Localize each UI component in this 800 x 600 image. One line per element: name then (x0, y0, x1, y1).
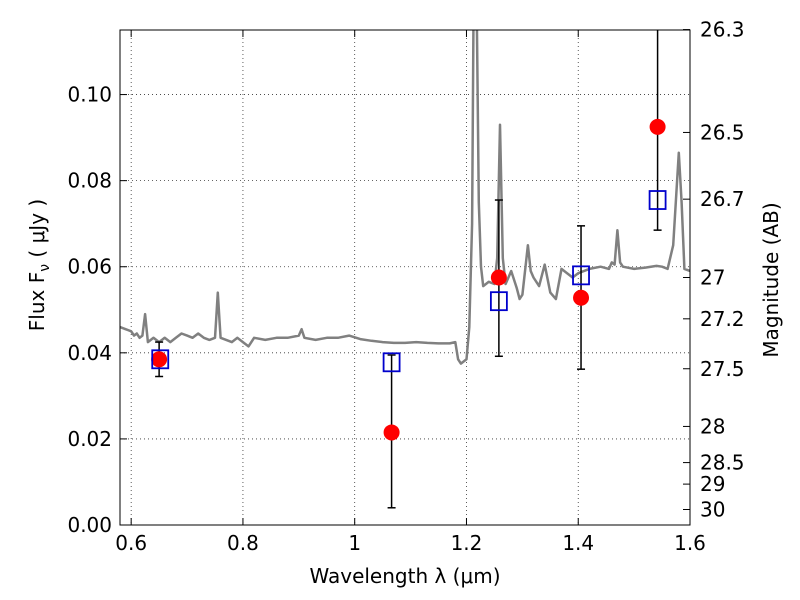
right-tick-label: 28.5 (700, 451, 745, 475)
x-tick-label: 1 (348, 531, 361, 555)
x-tick-label: 1.2 (451, 531, 483, 555)
observed-point (383, 424, 400, 441)
right-tick-label: 29 (700, 472, 725, 496)
right-axis-label: Magnitude (AB) (759, 202, 783, 357)
y-tick-label: 0.02 (67, 427, 112, 451)
y-axis-label-subscript: ν (37, 264, 53, 272)
model-photometry-point (489, 291, 508, 312)
model-photometry-point (382, 352, 401, 373)
right-tick-label: 26.7 (700, 187, 745, 211)
model-photometry-point (151, 349, 170, 370)
y-axis-label-unit: ( μJy ) (25, 199, 49, 258)
plot-frame (119, 29, 691, 526)
x-axis-label: Wavelength λ (μm) (309, 564, 500, 588)
y-tick-label: 0.06 (67, 255, 112, 279)
grid (120, 30, 690, 525)
right-tick-label: 27.5 (700, 357, 745, 381)
y-tick-label: 0.04 (67, 341, 112, 365)
model-photometry-point (572, 265, 590, 286)
right-tick-label: 28 (700, 414, 725, 438)
y-axis-label-text: Flux F (25, 272, 49, 331)
right-tick-label: 27.2 (700, 307, 745, 331)
y-tick-label: 0.10 (67, 83, 112, 107)
x-tick-label: 0.8 (227, 531, 259, 555)
right-tick-label: 27 (700, 266, 725, 290)
x-tick-label: 1.6 (674, 531, 706, 555)
x-tick-label: 0.6 (115, 531, 147, 555)
right-tick-label: 26.3 (700, 18, 745, 42)
observed-point (490, 269, 507, 286)
ticks: 0.6 0.8 1 1.2 1.4 1.6 0.00 0.02 0.04 0.06 0.08 0.10… (67, 18, 744, 555)
model-spectrum-line (120, 30, 690, 365)
y-tick-label: 0.08 (67, 169, 112, 193)
y-axis-label: Flux Fν ( μJy ) (25, 199, 53, 331)
svg-text:Flux Fν ( μJy ): Flux Fν ( μJy ) (25, 199, 53, 331)
x-tick-label: 1.4 (562, 531, 594, 555)
observed-point (151, 351, 168, 368)
right-tick-label: 30 (700, 498, 725, 522)
plot-area (120, 30, 690, 509)
observed-point (573, 289, 590, 306)
observed-point (649, 118, 666, 135)
right-tick-label: 26.5 (700, 120, 745, 144)
model-photometry-point (648, 190, 667, 210)
y-tick-label: 0.00 (67, 513, 112, 537)
